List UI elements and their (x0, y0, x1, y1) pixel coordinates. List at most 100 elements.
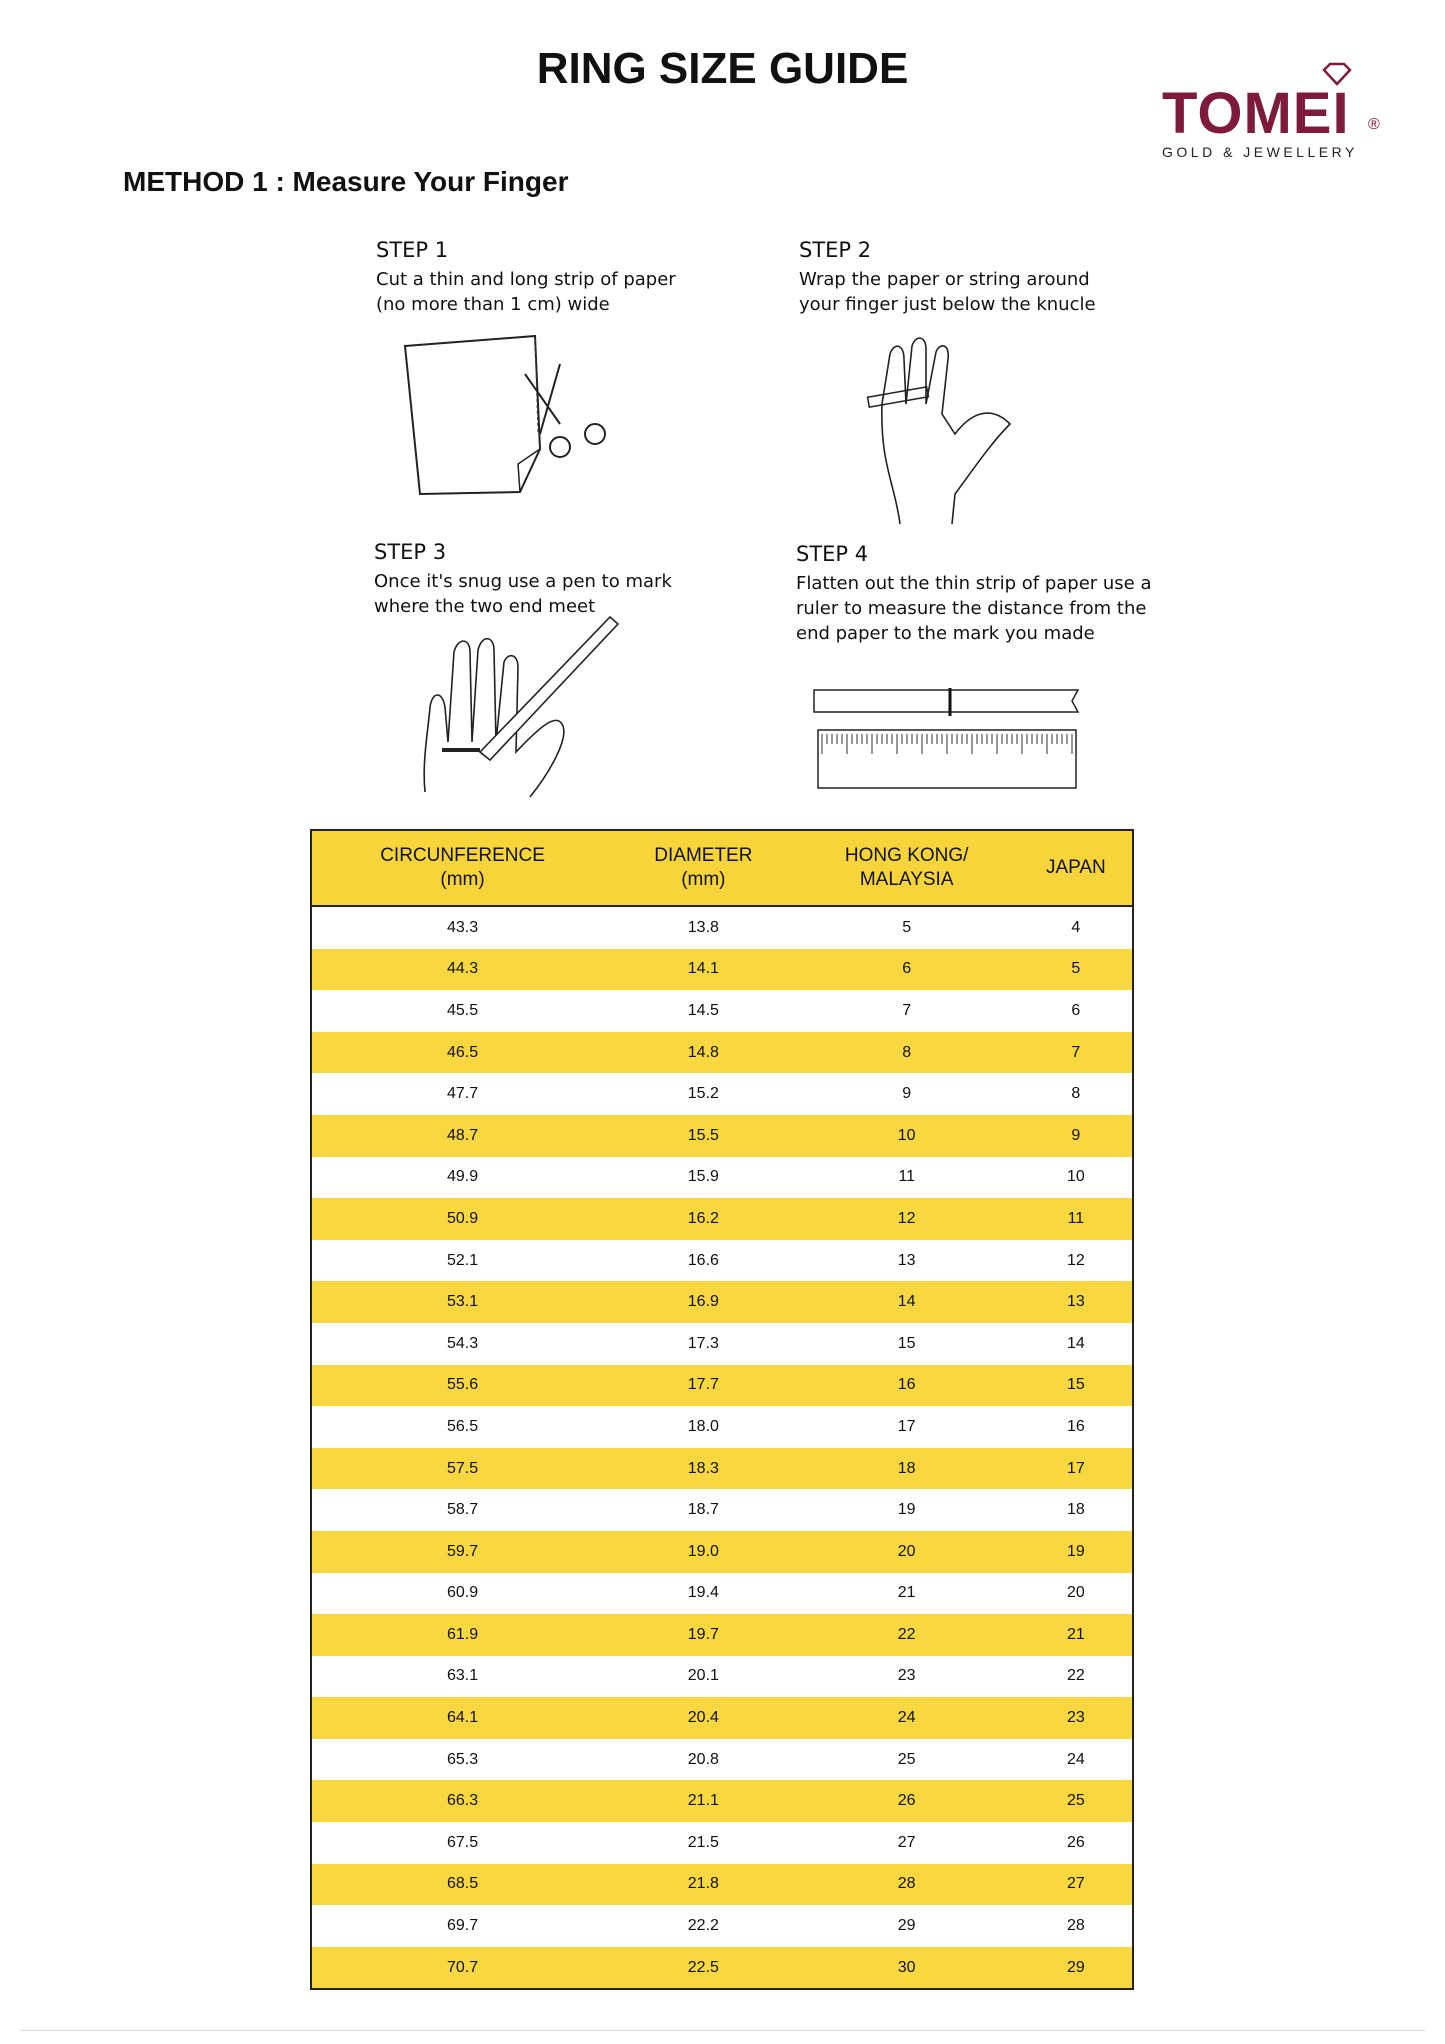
table-cell: 6 (793, 948, 1020, 991)
column-header: DIAMETER (mm) (613, 830, 794, 907)
table-cell: 54.3 (446, 1334, 479, 1352)
table-cell: 16.9 (613, 1281, 794, 1323)
table-cell: 14.5 (687, 1001, 719, 1019)
table-cell: 63.1 (446, 1667, 479, 1685)
table-cell: 47.7 (446, 1085, 479, 1103)
table-cell: 60.9 (446, 1584, 479, 1602)
ruler-strip-illustration (813, 688, 1080, 789)
table-row: 66.3 21.1 26 25 (311, 1780, 1133, 1823)
table-row: 43.3 13.8 5 4 (311, 906, 1133, 949)
column-header: CIRCUNFERENCE (mm) (311, 830, 614, 907)
table-cell: 26 (793, 1780, 1020, 1823)
column-header: JAPAN (1019, 830, 1133, 907)
table-cell: 52.1 (446, 1251, 479, 1269)
table-cell: 59.7 (311, 1530, 614, 1573)
table-cell: 17.7 (613, 1364, 794, 1407)
table-cell: 9 (1019, 1114, 1133, 1157)
table-cell: 25 (1019, 1780, 1133, 1823)
table-row: 47.7 15.2 9 8 (311, 1073, 1133, 1115)
table-cell: 61.9 (311, 1614, 614, 1656)
table-cell: 20.8 (687, 1750, 719, 1768)
table-cell: 22.2 (687, 1917, 719, 1935)
table-cell: 11 (1019, 1198, 1133, 1240)
page-bottom-divider (20, 2030, 1425, 2031)
table-row: 64.1 20.4 24 23 (311, 1697, 1133, 1739)
step-label: STEP 2 (799, 238, 872, 262)
tomei-logo: TOMEI ® GOLD & JEWELLERY (1150, 62, 1390, 162)
table-cell: 29 (897, 1917, 916, 1935)
step-text: Once it's snug use a pen to mark where t… (374, 571, 672, 617)
table-cell: 14.8 (613, 1031, 794, 1074)
header-line: DIAMETER (654, 845, 753, 866)
table-cell: 11 (898, 1168, 915, 1186)
table-cell: 19 (897, 1501, 916, 1519)
table-cell: 21.8 (613, 1863, 794, 1906)
table-cell: 18 (793, 1447, 1020, 1490)
table-cell: 57.5 (311, 1447, 614, 1490)
table-cell: 21 (1019, 1614, 1133, 1656)
table-cell: 56.5 (446, 1417, 479, 1435)
table-cell: 53.1 (311, 1281, 614, 1323)
table-cell: 17 (897, 1417, 916, 1435)
table-cell: 15 (1019, 1364, 1133, 1407)
table-cell: 44.3 (311, 948, 614, 991)
table-cell: 25 (897, 1750, 916, 1768)
table-cell: 5 (902, 918, 912, 936)
step-label: STEP 4 (796, 542, 869, 566)
page-title: RING SIZE GUIDE (536, 44, 909, 93)
table-row: 58.7 18.7 19 18 (311, 1489, 1133, 1531)
table-cell: 21 (897, 1584, 916, 1602)
table-cell: 22 (793, 1614, 1020, 1656)
header-line: (mm) (440, 869, 485, 890)
table-cell: 12 (1066, 1251, 1085, 1269)
table-cell: 20.4 (613, 1697, 794, 1739)
table-row: 48.7 15.5 10 9 (311, 1114, 1133, 1157)
table-cell: 21.1 (613, 1780, 794, 1823)
table-cell: 18 (1066, 1501, 1085, 1519)
table-cell: 15.2 (687, 1085, 719, 1103)
table-cell: 23 (1019, 1697, 1133, 1739)
table-row: 67.5 21.5 27 26 (311, 1822, 1133, 1864)
table-row: 53.1 16.9 14 13 (311, 1281, 1133, 1323)
table-cell: 6 (1071, 1001, 1081, 1019)
table-cell: 12 (793, 1198, 1020, 1240)
table-cell: 46.5 (311, 1031, 614, 1074)
table-cell: 16.6 (687, 1251, 719, 1269)
table-cell: 29 (1019, 1946, 1133, 1990)
table-cell: 10 (1066, 1168, 1085, 1186)
table-row: 61.9 19.7 22 21 (311, 1614, 1133, 1656)
table-cell: 27 (897, 1833, 916, 1851)
table-cell: 19.0 (613, 1530, 794, 1573)
header-line: HONG KONG/ (844, 845, 969, 866)
table-cell: 17 (1019, 1447, 1133, 1490)
hand-pen-illustration (423, 615, 620, 798)
header-line: CIRCUNFERENCE (380, 845, 545, 866)
table-cell: 19 (1019, 1530, 1133, 1573)
step-2: STEP 2 Wrap the paper or string around y… (799, 238, 1129, 317)
table-cell: 13 (897, 1251, 916, 1269)
step-text: Wrap the paper or string around your fin… (799, 269, 1096, 315)
table-cell: 19.7 (613, 1614, 794, 1656)
table-cell: 18.0 (687, 1417, 719, 1435)
table-cell: 64.1 (311, 1697, 614, 1739)
table-cell: 22.5 (613, 1946, 794, 1990)
table-cell: 8 (1071, 1085, 1081, 1103)
table-cell: 16.2 (613, 1198, 794, 1240)
table-row: 44.3 14.1 6 5 (311, 948, 1133, 991)
table-row: 57.5 18.3 18 17 (311, 1447, 1133, 1490)
table-row: 50.9 16.2 12 11 (311, 1198, 1133, 1240)
table-cell: 24 (793, 1697, 1020, 1739)
table-cell: 15.5 (613, 1114, 794, 1157)
logo-tagline: GOLD & JEWELLERY (1162, 144, 1358, 160)
table-cell: 48.7 (311, 1114, 614, 1157)
step-label: STEP 1 (376, 238, 449, 262)
table-cell: 14 (793, 1281, 1020, 1323)
table-cell: 49.9 (446, 1168, 479, 1186)
table-row: 56.5 18.0 17 16 (311, 1406, 1133, 1448)
table-cell: 67.5 (446, 1833, 479, 1851)
table-row: 69.7 22.2 29 28 (311, 1905, 1133, 1947)
table-cell: 14.1 (613, 948, 794, 991)
table-cell: 65.3 (446, 1750, 479, 1768)
table-row: 63.1 20.1 23 22 (311, 1656, 1133, 1698)
paper-scissors-illustration (403, 334, 606, 496)
